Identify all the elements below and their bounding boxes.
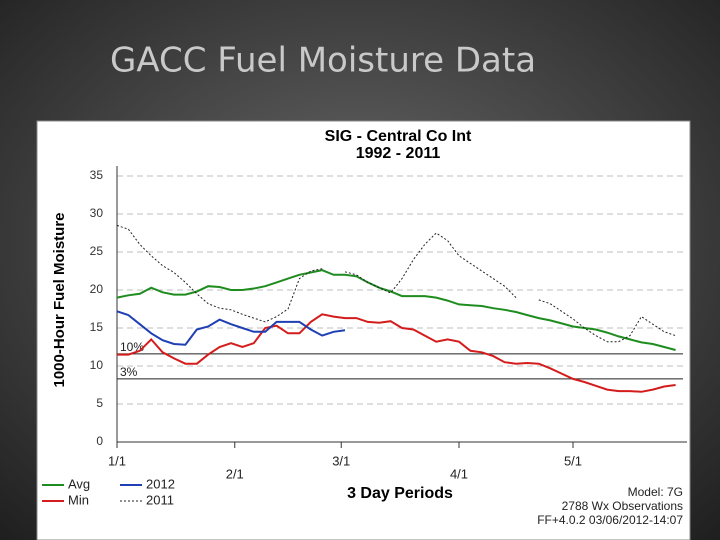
y-tick-label: 35 (90, 168, 104, 182)
y-tick-label: 20 (90, 282, 104, 296)
x-tick-label: 3/1 (332, 453, 350, 468)
y-tick-label: 5 (96, 396, 103, 410)
series-line (116, 224, 676, 343)
reference-label: 10% (120, 340, 144, 354)
footnote: Model: 7G (628, 485, 683, 499)
chart-subtitle: 1992 - 2011 (356, 145, 441, 162)
reference-label: 3% (120, 365, 138, 379)
legend-label: 2012 (146, 476, 175, 491)
x-axis-label: 3 Day Periods (347, 485, 453, 502)
x-tick-label: 1/1 (108, 453, 126, 468)
footnote: 2788 Wx Observations (562, 499, 683, 513)
x-tick-label: 2/1 (226, 466, 244, 481)
x-tick-label: 5/1 (564, 453, 582, 468)
chart-panel (36, 120, 691, 540)
legend-label: 2011 (146, 492, 174, 507)
footnote: FF+4.0.2 03/06/2012-14:07 (537, 513, 683, 527)
series-line (116, 310, 346, 346)
y-tick-label: 10 (90, 358, 104, 372)
chart-title: SIG - Central Co Int (325, 128, 472, 145)
y-axis-label: 1000-Hour Fuel Moisture (51, 212, 68, 387)
y-tick-label: 15 (90, 320, 104, 334)
slide-title: GACC Fuel Moisture Data (110, 41, 536, 81)
y-tick-label: 30 (90, 206, 104, 220)
series-line (116, 269, 676, 351)
y-tick-label: 25 (90, 244, 104, 258)
legend-label: Min (68, 492, 89, 507)
legend-label: Avg (68, 476, 90, 491)
x-tick-label: 4/1 (450, 466, 468, 481)
series-line (117, 313, 676, 393)
y-tick-label: 0 (96, 434, 103, 448)
